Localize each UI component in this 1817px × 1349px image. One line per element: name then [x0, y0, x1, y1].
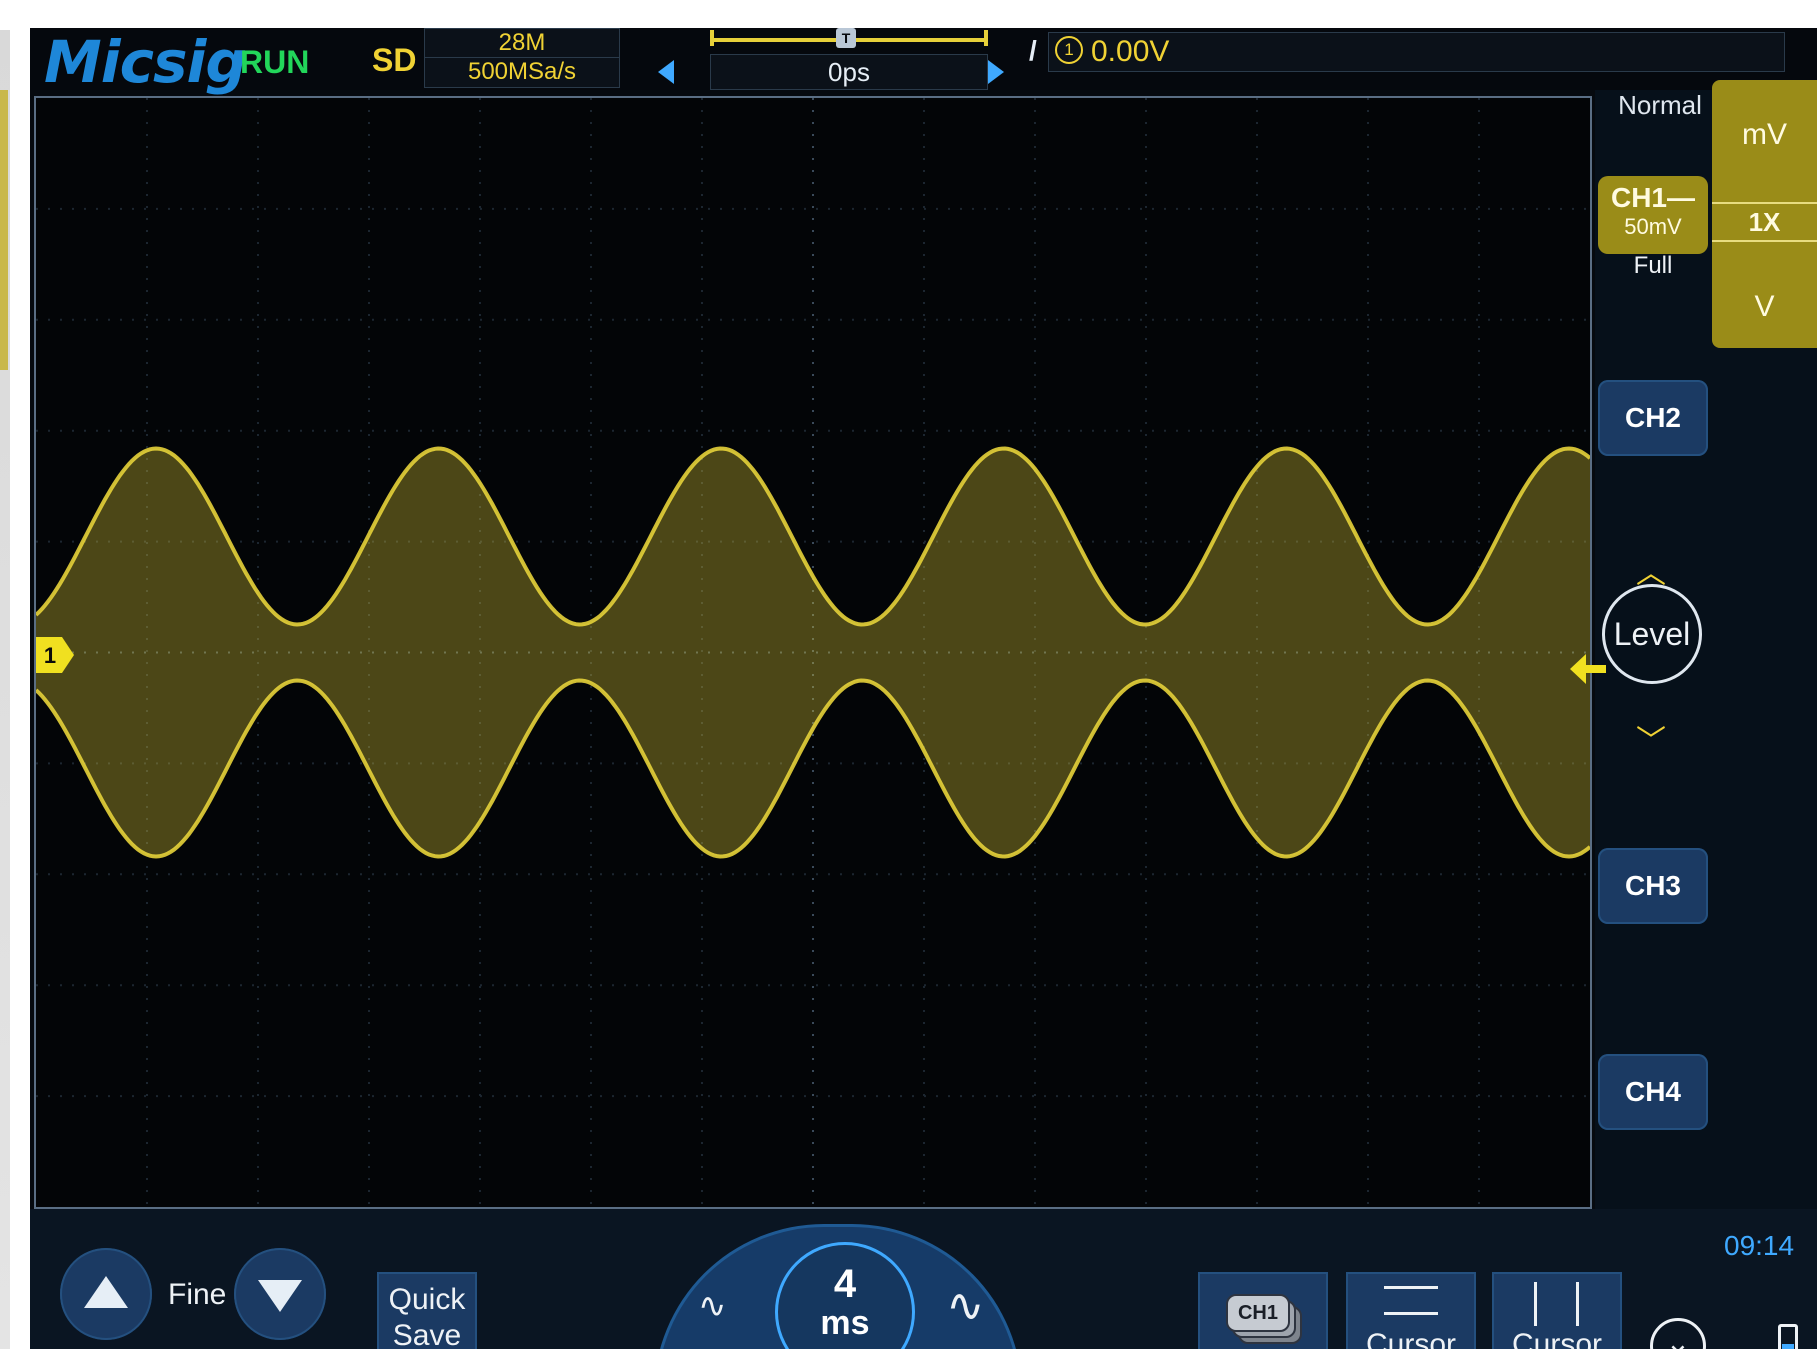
hcursor-label: Cursor	[1365, 1328, 1456, 1349]
clock: 09:14	[1724, 1230, 1795, 1261]
rising-edge-icon: /	[1029, 35, 1037, 66]
quick-save-line2: Save	[392, 1319, 462, 1349]
fine-up-button[interactable]	[60, 1248, 152, 1340]
quick-save-line1: Quick	[388, 1283, 466, 1316]
unit-mv-button[interactable]: mV	[1742, 118, 1787, 151]
sample-rate: 500MSa/s	[467, 58, 577, 85]
timebase-knob[interactable]: 4 ms	[775, 1242, 915, 1349]
vertical-unit-panel[interactable]: mV 1X V	[1712, 80, 1817, 348]
fine-down-button[interactable]	[234, 1248, 326, 1340]
ch1-button[interactable]: CH1— 50mV	[1598, 176, 1708, 254]
channel-marker-label: 1	[44, 643, 56, 668]
waveform-envelope-lower	[36, 678, 1590, 859]
timebase-increase-icon[interactable]: ∿	[946, 1279, 985, 1331]
memory-depth: 28M	[425, 29, 619, 58]
hcursor-line-top	[1384, 1286, 1438, 1289]
oscilloscope-screen: Micsig RUN SD 28M 500MSa/s T 0ps / 1 0.0…	[30, 28, 1817, 1349]
arrow-down-icon	[258, 1280, 302, 1312]
ch1-scale: 50mV	[1624, 214, 1682, 239]
trigger-mode[interactable]: Normal	[1618, 90, 1702, 120]
offset-left-arrow-icon[interactable]	[658, 60, 674, 84]
waveform-display[interactable]	[34, 96, 1592, 1209]
unit-v-button[interactable]: V	[1754, 290, 1775, 323]
hcursor-line-bottom	[1384, 1312, 1438, 1315]
level-down-chevron-icon[interactable]: ﹀	[1636, 725, 1666, 758]
ref-chip-icon: CH1	[1226, 1294, 1290, 1332]
horizontal-position-indicator[interactable]: T 0ps	[670, 28, 988, 90]
ch3-button[interactable]: CH3	[1598, 848, 1708, 924]
fine-label: Fine	[168, 1278, 227, 1311]
vcursor-line-right	[1576, 1282, 1579, 1326]
waveform-envelope-fill	[36, 448, 1590, 857]
timebase-decrease-icon[interactable]: ∿	[698, 1287, 727, 1325]
ch2-button[interactable]: CH2	[1598, 380, 1708, 456]
waveform-canvas	[36, 98, 1590, 1207]
ch1-bandwidth: Full	[1633, 252, 1673, 279]
quick-save-button[interactable]: Quick Save	[377, 1272, 477, 1349]
memory-window-left	[710, 30, 714, 46]
memory-window-right	[984, 30, 988, 46]
sd-card-indicator[interactable]: SD	[372, 42, 417, 78]
side-panel-hint	[0, 90, 8, 370]
timebase-unit: ms	[820, 1304, 870, 1342]
reference-waveform-button[interactable]: CH1	[1198, 1272, 1328, 1349]
top-status-bar: Micsig RUN SD 28M 500MSa/s T 0ps / 1 0.0…	[30, 28, 1817, 96]
probe-ratio[interactable]: 1X	[1712, 202, 1817, 242]
waveform-envelope-upper	[36, 446, 1590, 627]
ch1-offset-marker-icon[interactable]: 1	[36, 637, 76, 673]
vcursor-label: Cursor	[1511, 1328, 1602, 1349]
trigger-level: 0.00V	[1091, 35, 1170, 68]
arrow-up-icon	[84, 1276, 128, 1308]
left-frame-edge	[0, 30, 10, 1349]
timebase-value: 4	[833, 1262, 857, 1306]
trigger-level-arrow-icon	[1570, 654, 1606, 684]
acquisition-info[interactable]: 28M 500MSa/s	[424, 28, 620, 88]
vertical-cursor-button[interactable]: Cursor	[1492, 1272, 1622, 1349]
horizontal-cursor-button[interactable]: Cursor	[1346, 1272, 1476, 1349]
battery-icon	[1778, 1324, 1798, 1349]
trigger-position-icon: T	[836, 28, 856, 48]
ch4-button[interactable]: CH4	[1598, 1054, 1708, 1130]
vcursor-line-left	[1534, 1282, 1537, 1326]
ch1-label: CH1—	[1610, 182, 1695, 213]
trigger-level-knob[interactable]: Level	[1602, 584, 1702, 684]
trigger-info[interactable]: / 1 0.00V	[1029, 32, 1785, 72]
offset-right-arrow-icon[interactable]	[988, 60, 1004, 84]
horizontal-offset: 0ps	[710, 54, 988, 90]
brand-logo: Micsig	[44, 28, 247, 96]
run-stop-button[interactable]: RUN	[240, 44, 310, 80]
trigger-source-badge: 1	[1055, 36, 1083, 64]
